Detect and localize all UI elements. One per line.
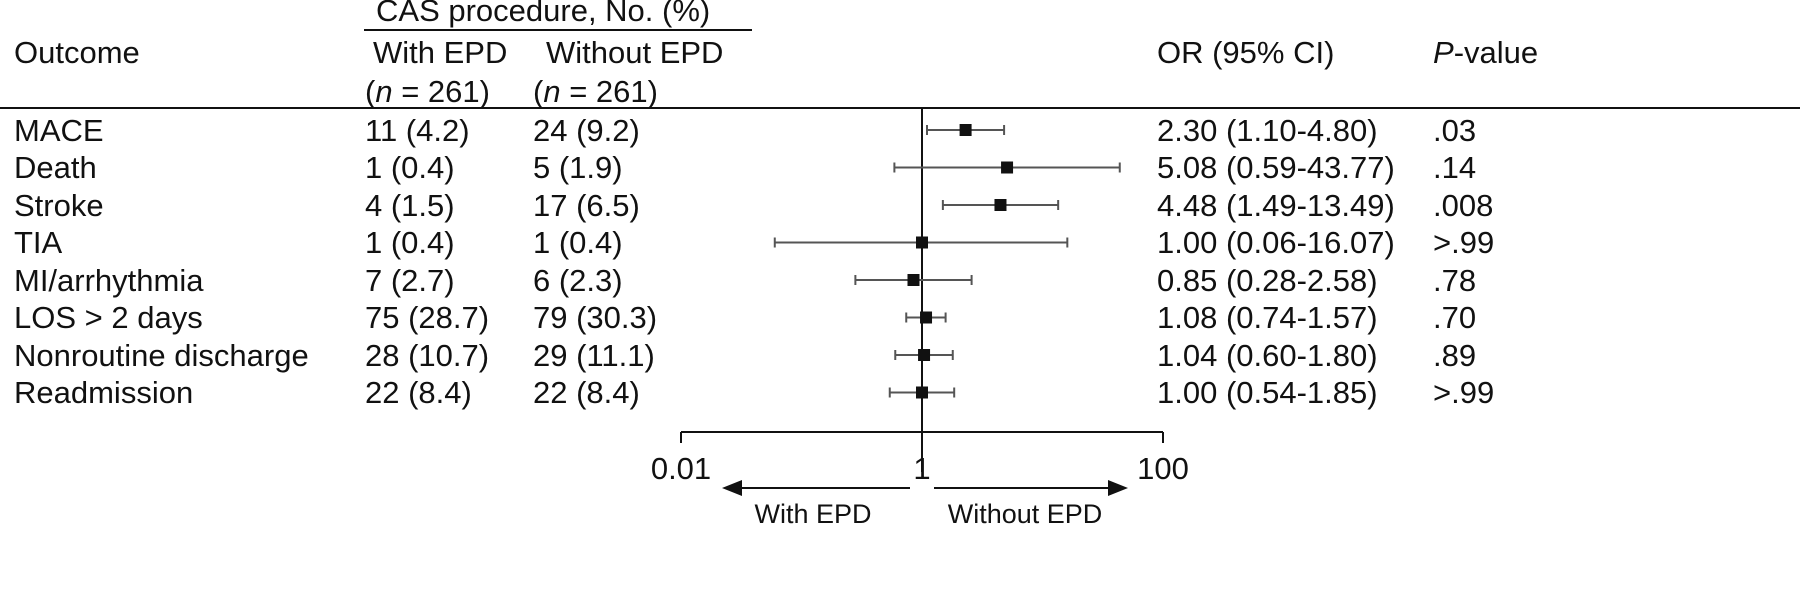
or-ci-cell: 2.30 (1.10-4.80) [1157,113,1378,148]
without-epd-header: Without EPD [546,35,724,70]
or-ci-cell: 5.08 (0.59-43.77) [1157,150,1395,185]
p-value-cell: .14 [1433,150,1477,185]
with-epd-cell: 28 (10.7) [365,338,490,373]
with-epd-cell: 7 (2.7) [365,263,455,298]
forest-rows [773,124,1121,399]
outcome-cell: LOS > 2 days [14,300,203,335]
outcome-cell: Nonroutine discharge [14,338,309,373]
without-epd-cell: 17 (6.5) [533,188,640,223]
with-epd-cell: 1 (0.4) [365,150,455,185]
x-axis: 0.01 1 100 [651,431,1189,486]
x-tick-label-1: 1 [913,451,930,486]
p-value-cell: >.99 [1433,375,1495,410]
with-epd-cell: 1 (0.4) [365,225,455,260]
without-epd-cell: 22 (8.4) [533,375,640,410]
or-ci-cell: 1.00 (0.54-1.85) [1157,375,1378,410]
or-ci-cell: 1.04 (0.60-1.80) [1157,338,1378,373]
direction-label-right: Without EPD [948,499,1103,529]
x-tick-label-0: 0.01 [651,451,711,486]
without-epd-cell: 24 (9.2) [533,113,640,148]
without-epd-cell: 5 (1.9) [533,150,623,185]
p-value-cell: .008 [1433,188,1494,223]
n-without-italic: n [543,74,561,109]
or-point [918,349,931,361]
with-epd-cell: 22 (8.4) [365,375,472,410]
p-value-italic: P [1433,35,1454,70]
or-ci-cell: 1.00 (0.06-16.07) [1157,225,1395,260]
n-with-epd: (n = 261) [365,76,490,107]
without-epd-cell: 29 (11.1) [533,338,655,373]
or-ci-cell: 4.48 (1.49-13.49) [1157,188,1395,223]
p-value-cell: .78 [1433,263,1477,298]
or-ci-cell: 1.08 (0.74-1.57) [1157,300,1378,335]
p-value-cell: .70 [1433,300,1477,335]
or-point [916,236,928,249]
with-epd-cell: 11 (4.2) [365,113,470,148]
p-value-cell: .03 [1433,113,1477,148]
or-point [1001,161,1014,174]
direction-label-left: With EPD [754,499,871,529]
p-value-suffix: -value [1453,35,1539,70]
group-title-rule [364,29,752,31]
or-point [916,386,928,399]
or-point [920,311,933,324]
n-without-open: ( [533,74,544,109]
n-with-open: ( [365,74,376,109]
or-point [994,199,1007,211]
x-tick-label-2: 100 [1137,451,1189,486]
or-ci-header: OR (95% CI) [1157,35,1335,70]
outcome-cell: TIA [14,225,63,260]
n-with-value: = 261) [392,74,490,109]
direction-arrows: With EPD Without EPD [722,480,1128,529]
right-arrow-head [1108,480,1128,496]
outcome-cell: MACE [14,113,104,148]
p-value-header: P-value [1433,37,1538,68]
without-epd-cell: 6 (2.3) [533,263,623,298]
or-point [907,274,920,286]
or-point [959,124,972,136]
outcome-header: Outcome [14,35,140,70]
n-without-value: = 261) [560,74,658,109]
outcome-cell: Death [14,150,97,185]
left-arrow-head [722,480,742,496]
p-value-cell: .89 [1433,338,1477,373]
outcome-cell: Stroke [14,188,104,223]
n-without-epd: (n = 261) [533,76,658,107]
p-value-cell: >.99 [1433,225,1495,260]
without-epd-cell: 79 (30.3) [533,300,658,335]
with-epd-cell: 4 (1.5) [365,188,455,223]
group-title: CAS procedure, No. (%) [376,0,711,28]
with-epd-header: With EPD [373,35,508,70]
outcome-cell: Readmission [14,375,194,410]
n-with-italic: n [375,74,393,109]
with-epd-cell: 75 (28.7) [365,300,490,335]
header-rule [0,107,1800,109]
outcome-cell: MI/arrhythmia [14,263,204,298]
or-ci-cell: 0.85 (0.28-2.58) [1157,263,1378,298]
without-epd-cell: 1 (0.4) [533,225,623,260]
